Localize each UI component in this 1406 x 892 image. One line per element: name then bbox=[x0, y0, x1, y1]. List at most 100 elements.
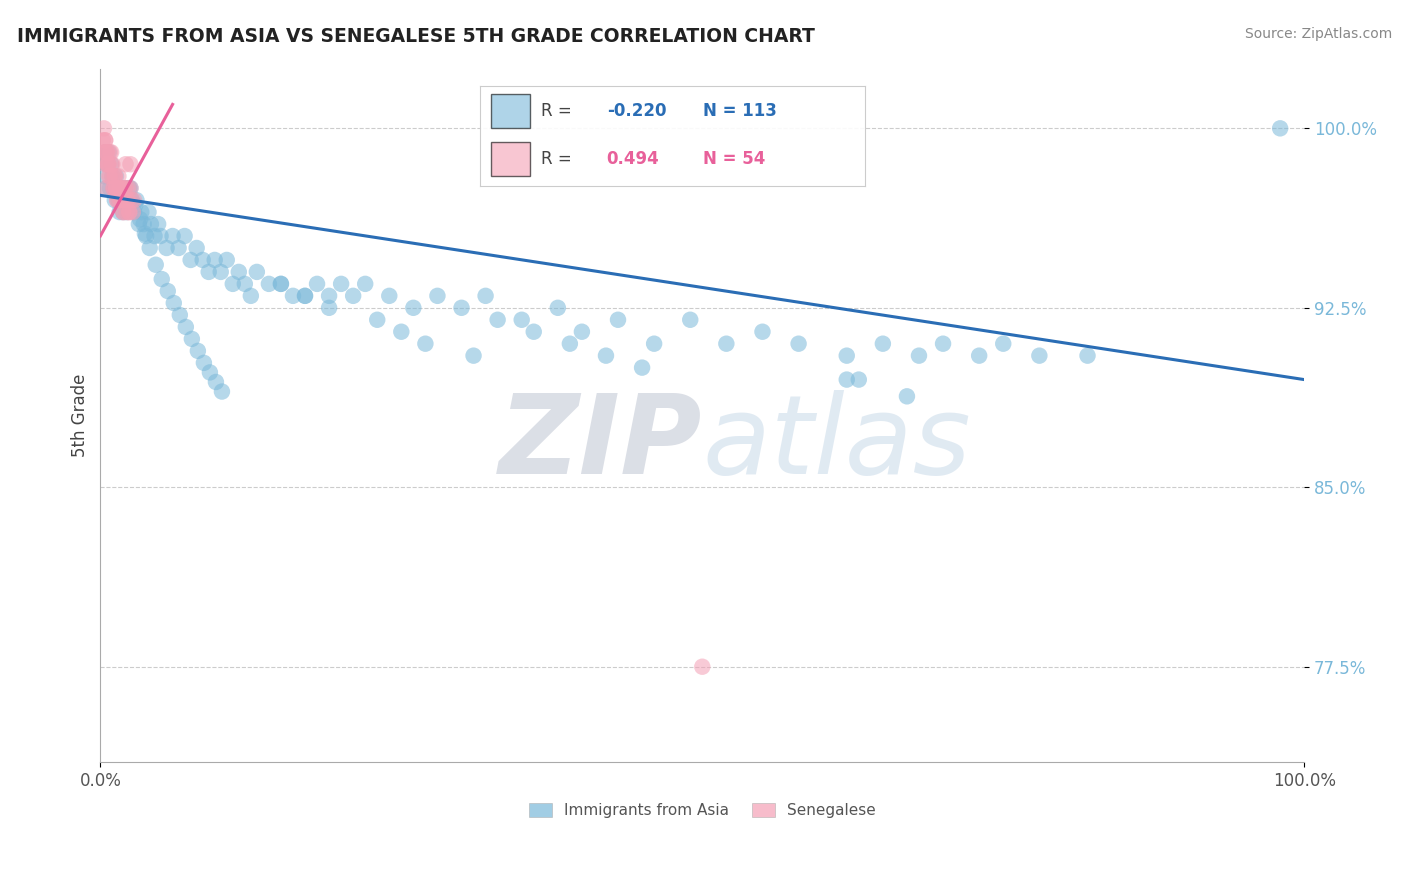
Point bbox=[111, 181, 134, 195]
Point bbox=[112, 181, 135, 195]
Point bbox=[120, 181, 142, 195]
Point bbox=[101, 157, 124, 171]
Point bbox=[294, 289, 316, 303]
Point bbox=[547, 301, 569, 315]
Point bbox=[115, 205, 138, 219]
Point bbox=[112, 205, 135, 219]
Point bbox=[105, 181, 128, 195]
Point bbox=[112, 193, 135, 207]
Point bbox=[117, 193, 139, 207]
Point bbox=[112, 205, 135, 219]
Point bbox=[149, 229, 172, 244]
Point bbox=[510, 312, 533, 326]
Point bbox=[156, 284, 179, 298]
Point bbox=[101, 169, 124, 184]
Point bbox=[193, 356, 215, 370]
Point bbox=[125, 193, 148, 207]
Point bbox=[155, 241, 177, 255]
Point bbox=[643, 336, 665, 351]
Point bbox=[173, 229, 195, 244]
Point bbox=[211, 384, 233, 399]
Point bbox=[463, 349, 485, 363]
Point bbox=[139, 217, 162, 231]
Point bbox=[100, 157, 122, 171]
Point bbox=[474, 289, 496, 303]
Legend: Immigrants from Asia, Senegalese: Immigrants from Asia, Senegalese bbox=[523, 797, 882, 824]
Point bbox=[97, 157, 120, 171]
Text: ZIP: ZIP bbox=[499, 390, 702, 497]
Point bbox=[121, 205, 143, 219]
Point bbox=[1028, 349, 1050, 363]
Point bbox=[690, 659, 713, 673]
Point bbox=[97, 169, 120, 184]
Point bbox=[233, 277, 256, 291]
Point bbox=[848, 373, 870, 387]
Point bbox=[167, 241, 190, 255]
Point bbox=[198, 365, 221, 379]
Point bbox=[558, 336, 581, 351]
Point bbox=[246, 265, 269, 279]
Point bbox=[114, 181, 136, 195]
Point bbox=[107, 169, 129, 184]
Point bbox=[228, 265, 250, 279]
Point bbox=[716, 336, 738, 351]
Point bbox=[169, 308, 191, 322]
Point bbox=[342, 289, 364, 303]
Point bbox=[122, 205, 145, 219]
Point bbox=[835, 349, 858, 363]
Point bbox=[415, 336, 437, 351]
Point bbox=[111, 193, 134, 207]
Point bbox=[215, 252, 238, 267]
Point bbox=[110, 193, 132, 207]
Point bbox=[134, 227, 156, 241]
Point bbox=[138, 205, 160, 219]
Point bbox=[872, 336, 894, 351]
Point bbox=[1076, 349, 1098, 363]
Point bbox=[121, 193, 143, 207]
Point bbox=[96, 181, 118, 195]
Point bbox=[150, 272, 173, 286]
Point bbox=[180, 252, 202, 267]
Point bbox=[97, 157, 120, 171]
Point bbox=[209, 265, 232, 279]
Point bbox=[679, 312, 702, 326]
Point bbox=[835, 373, 858, 387]
Y-axis label: 5th Grade: 5th Grade bbox=[72, 374, 89, 458]
Point bbox=[97, 157, 120, 171]
Point bbox=[204, 252, 226, 267]
Point bbox=[93, 145, 115, 160]
Point bbox=[138, 241, 160, 255]
Point bbox=[135, 229, 157, 244]
Point bbox=[1268, 121, 1291, 136]
Point bbox=[94, 157, 117, 171]
Point bbox=[270, 277, 292, 291]
Point bbox=[105, 181, 128, 195]
Point bbox=[114, 157, 136, 171]
Point bbox=[450, 301, 472, 315]
Point bbox=[186, 241, 208, 255]
Point bbox=[104, 169, 127, 184]
Point bbox=[94, 145, 117, 160]
Point bbox=[305, 277, 328, 291]
Point bbox=[118, 205, 141, 219]
Text: IMMIGRANTS FROM ASIA VS SENEGALESE 5TH GRADE CORRELATION CHART: IMMIGRANTS FROM ASIA VS SENEGALESE 5TH G… bbox=[17, 27, 814, 45]
Point bbox=[118, 205, 141, 219]
Point bbox=[896, 389, 918, 403]
Point bbox=[143, 229, 166, 244]
Point bbox=[129, 205, 152, 219]
Point bbox=[120, 157, 142, 171]
Point bbox=[112, 181, 135, 195]
Point bbox=[117, 181, 139, 195]
Point bbox=[105, 181, 128, 195]
Point bbox=[187, 343, 209, 358]
Point bbox=[104, 169, 127, 184]
Point bbox=[98, 145, 121, 160]
Point bbox=[103, 181, 125, 195]
Point bbox=[366, 312, 388, 326]
Point bbox=[96, 145, 118, 160]
Point bbox=[111, 193, 134, 207]
Point bbox=[174, 320, 197, 334]
Point bbox=[121, 193, 143, 207]
Point bbox=[163, 296, 186, 310]
Point bbox=[120, 181, 142, 195]
